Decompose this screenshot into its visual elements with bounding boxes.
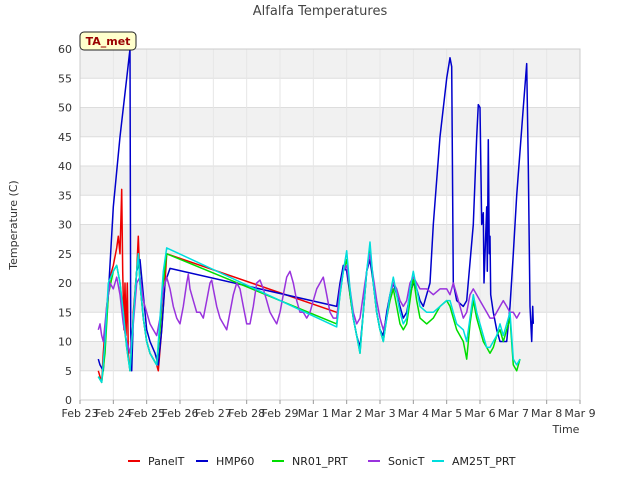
grid-band (80, 107, 580, 137)
axes (79, 48, 581, 401)
x-tick-label: Mar 4 (398, 407, 429, 420)
series-line-sonict (97, 253, 521, 354)
y-tick-label: 5 (65, 365, 72, 378)
x-tick-label: Feb 28 (228, 407, 265, 420)
legend-label: NR01_PRT (292, 455, 348, 468)
x-tick-label: Mar 7 (498, 407, 529, 420)
chart-title: Alfalfa Temperatures (253, 4, 388, 19)
y-tick-label: 40 (58, 160, 72, 173)
legend-label: PanelT (148, 455, 185, 468)
grid-band (80, 283, 580, 313)
y-tick-label: 10 (58, 336, 72, 349)
ta-met-badge-label: TA_met (86, 35, 131, 48)
plot-frame (79, 48, 581, 401)
x-tick-label: Mar 9 (564, 407, 595, 420)
grid-band (80, 49, 580, 79)
series-line-am25t-prt (97, 241, 521, 384)
y-tick-label: 20 (58, 277, 72, 290)
x-tick-label: Feb 23 (62, 407, 99, 420)
x-tick-label: Mar 5 (431, 407, 462, 420)
x-tick-label: Mar 8 (531, 407, 562, 420)
series-layer (97, 48, 535, 384)
y-tick-label: 35 (58, 189, 72, 202)
legend-label: SonicT (388, 455, 425, 468)
grid-band (80, 166, 580, 196)
y-tick-label: 25 (58, 248, 72, 261)
legend-label: HMP60 (216, 455, 254, 468)
x-tick-label: Feb 27 (195, 407, 232, 420)
y-tick-label: 50 (58, 102, 72, 115)
x-tick-label: Feb 24 (95, 407, 132, 420)
ta-met-badge: TA_met (79, 31, 137, 51)
x-tick-label: Mar 1 (298, 407, 329, 420)
x-tick-label: Mar 3 (364, 407, 395, 420)
x-axis-label: Time (552, 423, 580, 436)
y-tick-label: 30 (58, 219, 72, 232)
y-tick-label: 0 (65, 394, 72, 407)
x-tick-label: Mar 6 (464, 407, 495, 420)
y-tick-label: 15 (58, 306, 72, 319)
x-tick-label: Feb 25 (128, 407, 165, 420)
x-tick-label: Feb 29 (262, 407, 299, 420)
y-axis-label: Temperature (C) (7, 180, 20, 270)
grid-band (80, 341, 580, 371)
x-tick-label: Feb 26 (162, 407, 199, 420)
y-tick-label: 45 (58, 131, 72, 144)
y-axis-ticks: 0 5 10 15 20 25 30 35 40 45 50 55 60 (58, 43, 72, 407)
y-tick-label: 60 (58, 43, 72, 56)
legend-label: AM25T_PRT (452, 455, 516, 468)
grid-band (80, 224, 580, 254)
y-tick-label: 55 (58, 72, 72, 85)
x-tick-label: Mar 2 (331, 407, 362, 420)
legend: PanelT HMP60 NR01_PRT SonicT AM25T_PRT (128, 455, 516, 468)
